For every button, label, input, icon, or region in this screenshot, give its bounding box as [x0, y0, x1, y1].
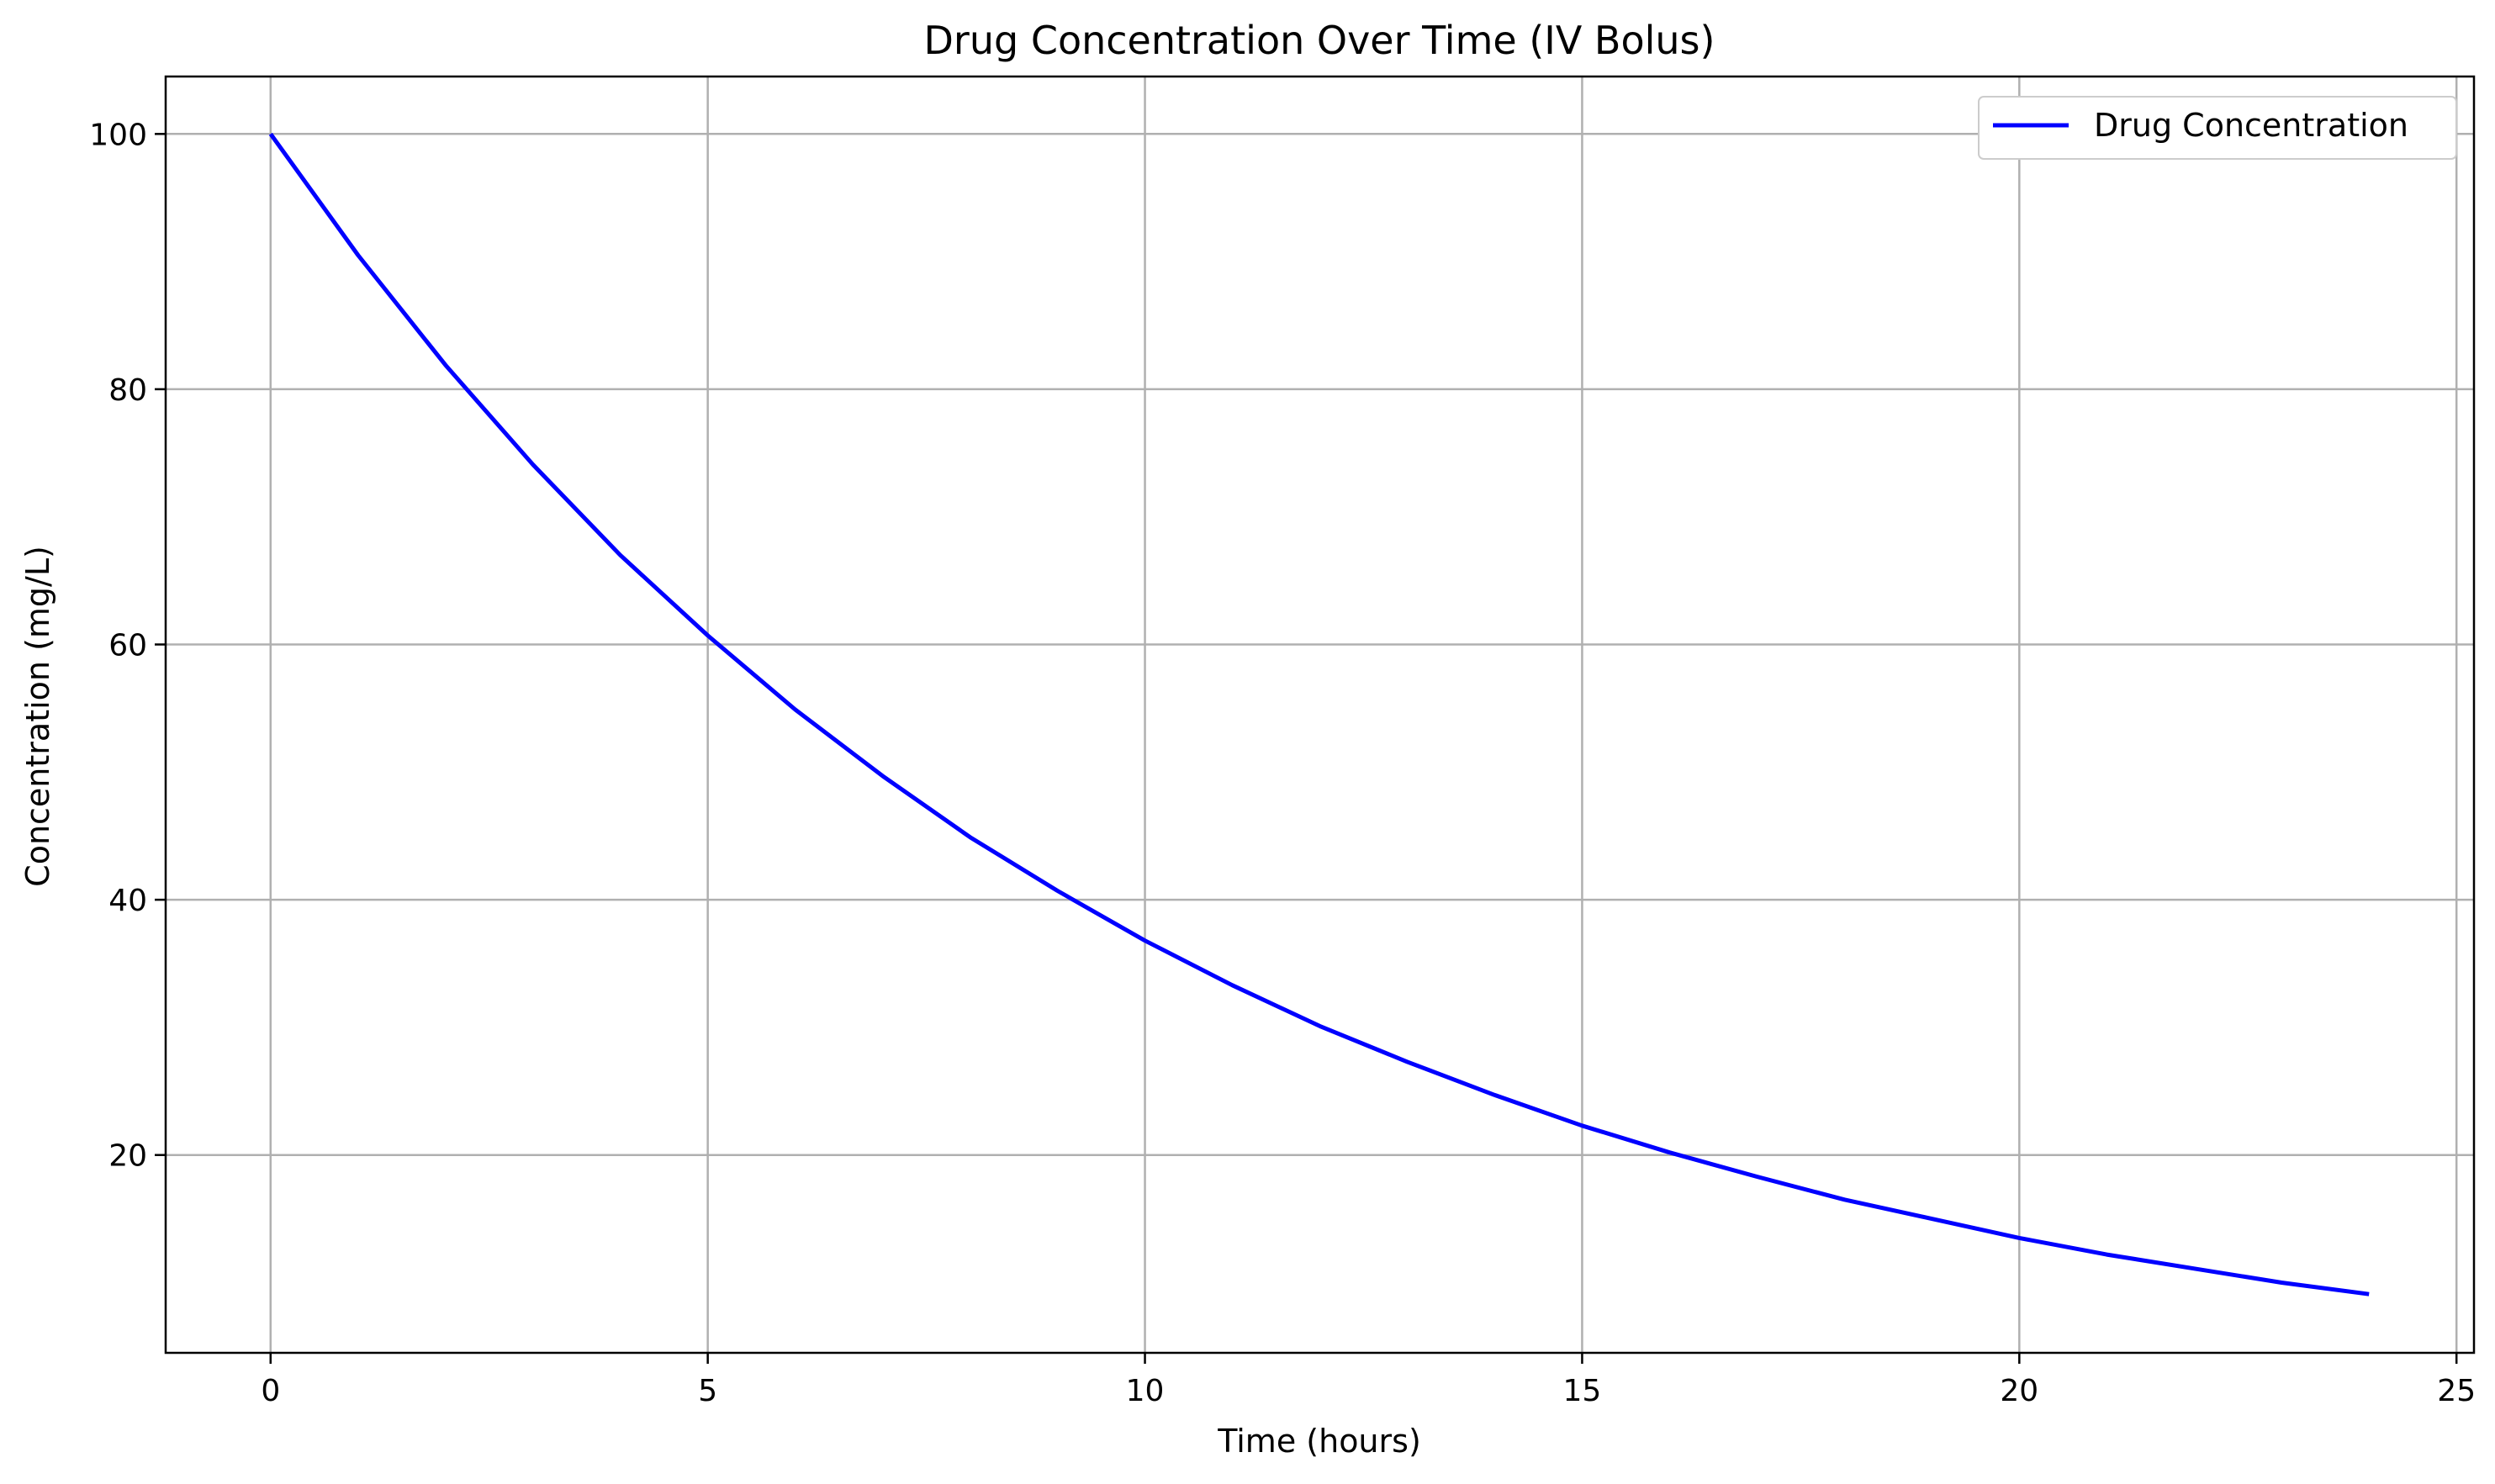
series-layer [268, 132, 2370, 1297]
x-axis: 0 5 10 15 20 25 [261, 1353, 2476, 1408]
x-tick-label: 10 [1126, 1374, 1165, 1408]
y-axis-label: Concentration (mg/L) [19, 546, 56, 887]
x-tick-label: 5 [698, 1374, 717, 1408]
plot-frame [164, 75, 2476, 1355]
series-line-0 [268, 132, 2370, 1297]
x-tick-label: 15 [1563, 1374, 1602, 1408]
chart-title: Drug Concentration Over Time (IV Bolus) [924, 18, 1715, 63]
legend-box [1978, 96, 2457, 160]
y-tick-label: 60 [108, 629, 147, 663]
y-tick-label: 80 [108, 373, 147, 408]
y-tick-label: 40 [108, 884, 147, 918]
legend: Drug Concentration [1978, 96, 2457, 160]
grid [166, 77, 2474, 1353]
x-axis-label: Time (hours) [1217, 1423, 1421, 1460]
x-tick-label: 20 [2000, 1374, 2038, 1408]
x-tick-label: 0 [261, 1374, 280, 1408]
y-axis: 20 40 60 80 100 [89, 118, 166, 1174]
y-tick-label: 20 [108, 1139, 147, 1174]
legend-label: Drug Concentration [2094, 107, 2408, 144]
y-tick-label: 100 [89, 118, 147, 152]
x-tick-label: 25 [2437, 1374, 2476, 1408]
